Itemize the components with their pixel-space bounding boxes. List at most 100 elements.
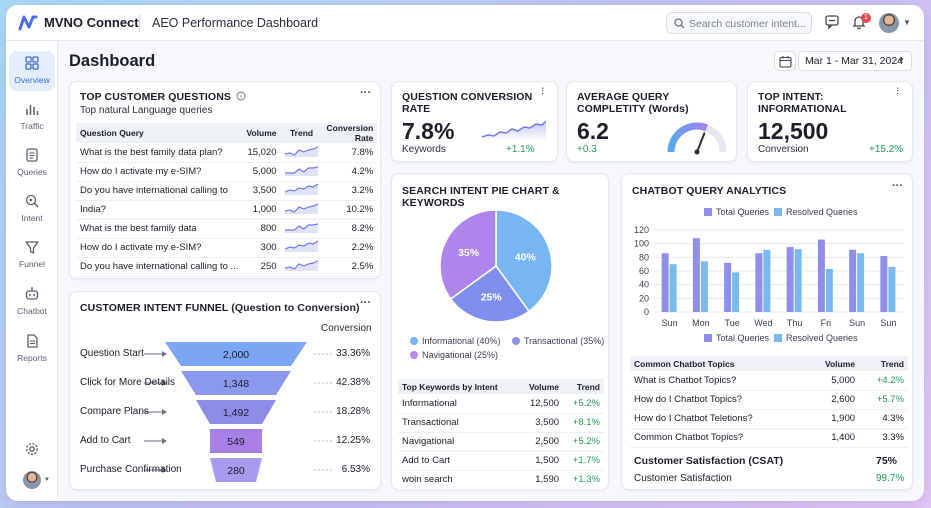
bar-resolved[interactable] bbox=[794, 249, 802, 312]
table-row[interactable]: What is the best family data plan? 15,020… bbox=[76, 143, 378, 163]
calendar-button[interactable] bbox=[774, 51, 796, 71]
sidebar-item-reports[interactable]: Reports bbox=[9, 329, 55, 369]
divider bbox=[139, 14, 140, 32]
table-row[interactable]: Transactional 3,500 +8.1% bbox=[398, 413, 604, 433]
more-options-icon[interactable]: ··· bbox=[538, 87, 547, 95]
table-row[interactable]: Add to Cart 1,500 +1.7% bbox=[398, 451, 604, 471]
search-icon bbox=[674, 18, 685, 29]
table-row[interactable]: Common Chatbot Topics? 1,400 3.3% bbox=[630, 428, 908, 448]
sidebar-item-queries[interactable]: Queries bbox=[9, 143, 55, 183]
bar-total[interactable] bbox=[817, 239, 825, 312]
avatar[interactable] bbox=[879, 13, 899, 33]
more-options-icon[interactable]: ··· bbox=[360, 87, 371, 99]
pie-slice[interactable] bbox=[439, 209, 497, 300]
pie-slice-label: 40% bbox=[515, 252, 537, 264]
gear-icon[interactable] bbox=[24, 441, 40, 457]
sidebar-item-chatbot[interactable]: Chatbot bbox=[9, 282, 55, 322]
table-row[interactable]: How do I Chatbot Teletions? 1,900 4.3% bbox=[630, 409, 908, 429]
question-cell: Do you have international calling to bbox=[76, 181, 243, 201]
funnel-segment[interactable] bbox=[210, 458, 262, 482]
column-header[interactable]: Trend bbox=[859, 356, 908, 371]
bar-resolved[interactable] bbox=[888, 266, 896, 312]
pie-slice[interactable] bbox=[449, 264, 530, 323]
column-header[interactable]: Volume bbox=[806, 356, 860, 371]
column-header[interactable]: Trend bbox=[563, 379, 604, 394]
volume-cell: 3,500 bbox=[518, 413, 564, 433]
bar-resolved[interactable] bbox=[669, 264, 677, 312]
chevron-down-icon[interactable]: ▼ bbox=[903, 18, 911, 27]
keyword-cell: Transactional bbox=[398, 413, 519, 433]
table-row[interactable]: woin search 1,590 +1.3% bbox=[398, 470, 604, 490]
card-title: SEARCH INTENT PIE CHART & KEYWORDS bbox=[402, 185, 560, 209]
bar-resolved[interactable] bbox=[763, 249, 771, 312]
table-row[interactable]: How do I activate my e-SIM? 5,000 4.2% bbox=[76, 162, 378, 182]
sidebar-item-funnel[interactable]: Funnel bbox=[9, 235, 55, 275]
bar-total[interactable] bbox=[661, 253, 669, 312]
legend-swatch bbox=[410, 337, 418, 345]
more-options-icon[interactable]: ··· bbox=[360, 297, 371, 309]
more-options-icon[interactable]: ··· bbox=[893, 87, 902, 95]
bar-resolved[interactable] bbox=[857, 253, 865, 312]
funnel-segment[interactable] bbox=[210, 429, 262, 453]
sidebar-item-intent[interactable]: Intent bbox=[9, 189, 55, 229]
table-row[interactable]: Do you have international calling to 3,50… bbox=[76, 181, 378, 201]
bar-resolved[interactable] bbox=[825, 268, 833, 312]
trend-cell bbox=[280, 219, 323, 239]
bar-total[interactable] bbox=[755, 253, 763, 312]
column-header[interactable]: Top Keywords by Intent bbox=[398, 379, 519, 394]
column-header[interactable]: Question Query bbox=[76, 123, 243, 143]
pie-chart: 40% 25% 35% bbox=[439, 209, 553, 323]
funnel-segment[interactable] bbox=[181, 371, 291, 395]
question-cell: What is the best family data plan? bbox=[76, 143, 243, 163]
legend-label: Navigational (25%) bbox=[422, 350, 499, 360]
y-tick-label: 120 bbox=[634, 225, 649, 235]
pie-slice[interactable] bbox=[495, 209, 553, 313]
x-tick-label: Wed bbox=[754, 318, 772, 328]
csat-sub-value: 99.7% bbox=[876, 473, 905, 484]
column-header[interactable]: Volume bbox=[242, 123, 281, 143]
avatar[interactable] bbox=[23, 471, 41, 489]
chat-icon[interactable] bbox=[824, 14, 840, 30]
column-header[interactable]: Common Chatbot Topics bbox=[630, 356, 807, 371]
volume-cell: 5,000 bbox=[806, 371, 860, 391]
card-title: QUESTION CONVERSION RATE bbox=[402, 91, 533, 115]
bar-total[interactable] bbox=[786, 247, 794, 312]
table-row[interactable]: Do you have international calling to ...… bbox=[76, 257, 378, 277]
legend-label: Total Queries bbox=[716, 207, 770, 217]
bar-total[interactable] bbox=[724, 262, 732, 312]
bar-total[interactable] bbox=[880, 255, 888, 312]
logo-icon bbox=[18, 15, 38, 31]
table-row[interactable]: Informational 12,500 +5.2% bbox=[398, 394, 604, 414]
funnel-segment[interactable] bbox=[196, 400, 276, 424]
volume-cell: 1,500 bbox=[518, 451, 564, 471]
volume-cell: 12,500 bbox=[518, 394, 564, 414]
bar-total[interactable] bbox=[849, 249, 857, 312]
info-icon[interactable] bbox=[236, 91, 246, 101]
column-header[interactable]: Conversion Rate bbox=[322, 123, 378, 143]
funnel-segment[interactable] bbox=[165, 342, 307, 366]
sidebar-item-traffic[interactable]: Traffic bbox=[9, 97, 55, 137]
csat-label: Customer Satisfaction (CSAT) bbox=[634, 455, 784, 467]
bar-total[interactable] bbox=[692, 238, 700, 312]
table-row[interactable]: What is Chatbot Topics? 5,000 +4.2% bbox=[630, 371, 908, 391]
legend-item: Resolved Queries bbox=[774, 333, 858, 343]
date-range-select[interactable]: Mar 1 - Mar 31, 2024 ▼ bbox=[798, 51, 912, 71]
table-row[interactable]: India? 1,000 10.2% bbox=[76, 200, 378, 220]
more-options-icon[interactable]: ··· bbox=[892, 180, 903, 192]
sidebar-item-overview[interactable]: Overview bbox=[9, 51, 55, 91]
search-box[interactable] bbox=[666, 12, 812, 34]
search-input[interactable] bbox=[689, 16, 807, 31]
column-header[interactable]: Volume bbox=[518, 379, 564, 394]
table-row[interactable]: How do I Chatbot Topics? 2,600 +5.7% bbox=[630, 390, 908, 410]
pie-slice-label: 35% bbox=[458, 247, 480, 259]
table-row[interactable]: What is the best family data 800 8.2% bbox=[76, 219, 378, 239]
bar-resolved[interactable] bbox=[700, 261, 708, 312]
card-title: CHATBOT QUERY ANALYTICS bbox=[632, 185, 787, 197]
legend-item: Total Queries bbox=[704, 207, 769, 217]
chevron-down-icon[interactable]: ▼ bbox=[44, 477, 50, 483]
sidebar-item-label: Chatbot bbox=[17, 306, 47, 316]
sidebar-item-label: Overview bbox=[14, 75, 50, 85]
table-row[interactable]: How do I activate my e-SIM? 300 2.2% bbox=[76, 238, 378, 258]
bar-resolved[interactable] bbox=[732, 272, 740, 312]
table-row[interactable]: Navigational 2,500 +5.2% bbox=[398, 432, 604, 452]
